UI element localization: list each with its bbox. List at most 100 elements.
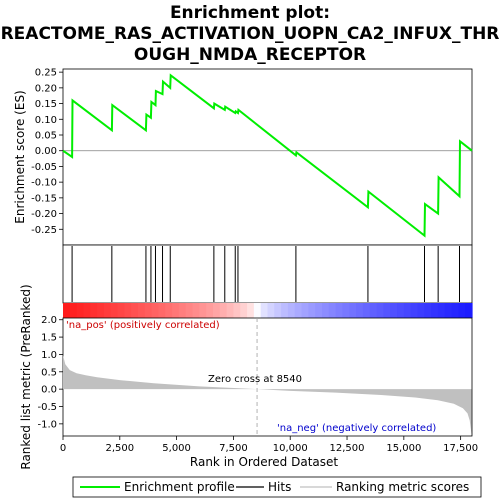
band-segment (397, 303, 405, 318)
xtick-label: 10,000 (273, 443, 308, 454)
xtick-label: 5,000 (162, 443, 191, 454)
es-ytick-label: -0.20 (31, 209, 57, 220)
xtick-label: 17,500 (443, 443, 478, 454)
es-y-axis: 0.25 0.20 0.15 0.10 0.05 0.00 -0.05 -0.10 -0.15 -… (31, 68, 63, 236)
legend-item-metric: Ranking metric scores (300, 480, 469, 494)
band-segment (83, 303, 91, 318)
band-segment (431, 303, 439, 318)
es-ytick-label: 0.20 (35, 83, 57, 94)
band-segment (356, 303, 364, 318)
ranked-y-axis: 2.0 1.5 1.0 0.5 0.0 -0.5 -1.0 (37, 315, 63, 430)
xtick-label: 0 (60, 443, 66, 454)
band-segment (308, 303, 316, 318)
es-ytick-label: 0.10 (35, 115, 57, 126)
ranked-panel (62, 317, 473, 437)
ranked-ytick-label: 1.5 (41, 333, 57, 344)
band-segment (362, 303, 371, 318)
band-segment (335, 303, 344, 318)
band-segment (328, 303, 337, 318)
band-segment (247, 303, 255, 318)
band-segment (172, 303, 180, 318)
band-segment (315, 303, 323, 318)
enrichment-profile-line (62, 73, 473, 238)
band-segment (233, 303, 241, 318)
es-ytick-label: 0.00 (35, 146, 57, 157)
band-segment (226, 303, 235, 318)
band-segment (185, 303, 194, 318)
ranked-ytick-label: 0.5 (41, 367, 57, 378)
chart-title-line-3: OUGH_NMDA_RECEPTOR (134, 45, 366, 65)
band-segment (63, 303, 71, 318)
es-ytick-label: -0.05 (31, 162, 57, 173)
xtick-label: 15,000 (386, 443, 421, 454)
band-segment (383, 303, 391, 318)
band-segment (465, 303, 473, 318)
band-segment (274, 303, 282, 318)
legend-box (72, 476, 482, 498)
band-segment (151, 303, 160, 318)
band-segment (69, 303, 78, 318)
zero-cross-label: Zero cross at 8540 (208, 374, 302, 385)
correlation-color-band (63, 303, 473, 318)
band-segment (417, 303, 425, 318)
ranked-ylabel: Ranked list metric (PreRanked) (19, 284, 33, 469)
chart-title-line-2: REACTOME_RAS_ACTIVATION_UOPN_CA2_INFUX_T… (1, 24, 500, 44)
es-ytick-label: 0.15 (35, 99, 57, 110)
xtick-label: 7,500 (219, 443, 248, 454)
ranked-ytick-label: -0.5 (37, 402, 57, 413)
es-ytick-label: -0.25 (31, 225, 57, 236)
band-segment (390, 303, 398, 318)
ranked-ytick-label: 0.0 (41, 385, 57, 396)
band-segment (349, 303, 357, 318)
legend-label-metric: Ranking metric scores (336, 480, 469, 494)
es-ytick-label: 0.25 (35, 68, 57, 79)
band-segment (253, 303, 262, 318)
es-ytick-label: -0.15 (31, 193, 57, 204)
legend-item-hits: Hits (236, 480, 291, 494)
band-segment (410, 303, 419, 318)
ranked-ytick-label: 1.0 (41, 350, 57, 361)
band-segment (403, 303, 412, 318)
band-segment (369, 303, 378, 318)
band-segment (287, 303, 296, 318)
band-segment (294, 303, 303, 318)
band-segment (76, 303, 85, 318)
hits-group (71, 246, 461, 302)
es-panel (62, 68, 473, 246)
xtick-label: 2,500 (105, 443, 134, 454)
band-segment (240, 303, 248, 318)
band-segment (376, 303, 384, 318)
neg-label: 'na_neg' (negatively correlated) (277, 423, 436, 434)
band-segment (97, 303, 105, 318)
band-segment (110, 303, 119, 318)
band-segment (199, 303, 207, 318)
band-segment (424, 303, 432, 318)
band-segment (281, 303, 289, 318)
band-segment (219, 303, 228, 318)
band-segment (165, 303, 173, 318)
x-axis: 0 2,500 5,000 7,500 10,000 12,500 15,000 17,500 (60, 436, 478, 454)
x-axis-label: Rank in Ordered Dataset (190, 455, 338, 469)
band-segment (158, 303, 166, 318)
band-segment (192, 303, 200, 318)
band-segment (458, 303, 466, 318)
band-segment (451, 303, 459, 318)
band-segment (144, 303, 153, 318)
band-segment (117, 303, 125, 318)
band-segment (206, 303, 214, 318)
es-ylabel: Enrichment score (ES) (13, 90, 27, 223)
ranked-ytick-label: -1.0 (37, 419, 57, 430)
hits-panel (62, 244, 473, 304)
legend-label-hits: Hits (268, 480, 291, 494)
band-segment (137, 303, 146, 318)
legend-item-enrichment: Enrichment profile (80, 480, 235, 494)
es-ytick-label: 0.05 (35, 131, 57, 142)
band-segment (437, 303, 446, 318)
xtick-label: 12,500 (330, 443, 365, 454)
es-ytick-label: -0.10 (31, 178, 57, 189)
band-segment (342, 303, 350, 318)
band-segment (103, 303, 112, 318)
band-segment (301, 303, 309, 318)
band-segment (131, 303, 139, 318)
